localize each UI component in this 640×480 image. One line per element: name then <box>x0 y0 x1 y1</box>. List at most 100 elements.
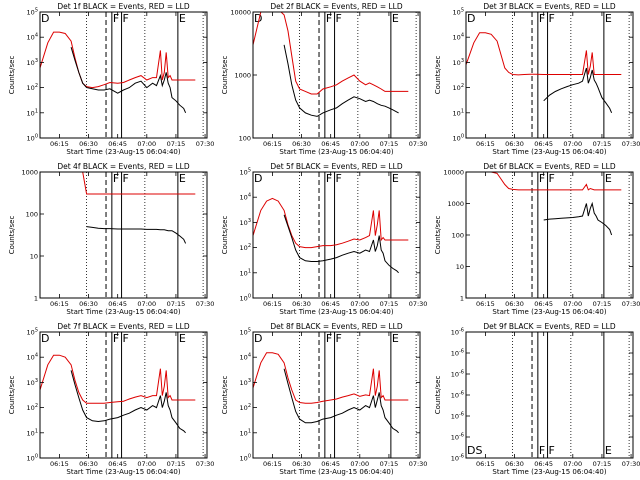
y-tick-label: 102 <box>453 83 464 92</box>
y-tick-label: 101 <box>453 108 464 117</box>
x-tick-label: 06:45 <box>108 140 127 148</box>
series-events <box>86 226 187 244</box>
flag-label: D <box>41 12 49 25</box>
x-tick-label: 06:15 <box>263 140 282 148</box>
series-events <box>70 370 186 434</box>
x-axis-label: Start Time (23-Aug-15 06:04:40) <box>66 308 180 316</box>
panel-det-1: Det 1f BLACK = Events, RED = LLD D F F E 100 1… <box>8 2 214 156</box>
y-tick-label: 103 <box>240 218 251 227</box>
panel-title: Det 7f BLACK = Events, RED = LLD <box>57 322 190 331</box>
flag-label: F <box>113 172 119 185</box>
plot-frame <box>252 171 421 299</box>
x-tick-label: 06:30 <box>79 300 98 308</box>
y-tick-label: 103 <box>27 58 38 67</box>
x-tick-label: 06:45 <box>321 300 340 308</box>
y-axis-label: Counts/sec <box>8 376 16 415</box>
y-tick-label: 101 <box>27 428 38 437</box>
x-tick-label: 06:30 <box>79 460 98 468</box>
flag-label: E <box>605 12 612 25</box>
flag-label: D <box>467 12 475 25</box>
x-tick-label: 06:45 <box>108 300 127 308</box>
x-tick-label: 06:30 <box>79 140 98 148</box>
panel-det-8: Det 8f BLACK = Events, RED = LLD D F F E 100 1… <box>221 322 427 476</box>
series-lld <box>466 32 622 76</box>
y-tick-label: 104 <box>240 353 251 362</box>
x-axis-label: Start Time (23-Aug-15 06:04:40) <box>66 468 180 476</box>
flag-label: F <box>113 12 119 25</box>
plot-frame <box>465 11 634 139</box>
x-tick-label: 06:15 <box>476 300 495 308</box>
x-tick-label: 07:15 <box>167 300 186 308</box>
y-tick-label: 104 <box>453 33 464 42</box>
x-tick-label: 07:00 <box>350 460 369 468</box>
y-tick-label: 100 <box>453 134 464 143</box>
series-events <box>543 201 613 236</box>
flag-label: F <box>326 332 332 345</box>
x-tick-label: 07:15 <box>593 140 612 148</box>
flag-label: F <box>326 172 332 185</box>
flag-label: F <box>539 12 545 25</box>
y-tick-label: 1000 <box>447 200 464 208</box>
x-tick-label: 06:30 <box>292 460 311 468</box>
flag-label: F <box>123 172 129 185</box>
x-axis-label: Start Time (23-Aug-15 06:04:40) <box>492 148 606 156</box>
flag-label: D <box>41 332 49 345</box>
panel-title: Det 2f BLACK = Events, RED = LLD <box>270 2 403 11</box>
series-events <box>283 214 399 274</box>
x-tick-label: 06:45 <box>108 460 127 468</box>
panel-title: Det 9f BLACK = Events, RED = LLD <box>483 322 616 331</box>
x-tick-label: 07:15 <box>593 300 612 308</box>
y-tick-label: 100 <box>452 232 464 240</box>
y-tick-label: 10000 <box>230 9 251 17</box>
x-tick-label: 07:30 <box>196 460 215 468</box>
flag-label: E <box>392 172 399 185</box>
x-tick-label: 07:15 <box>380 300 399 308</box>
series-lld <box>253 197 409 249</box>
panel-title: Det 1f BLACK = Events, RED = LLD <box>57 2 190 11</box>
flag-label: F <box>326 12 332 25</box>
y-axis-label: Counts/sec <box>221 216 229 255</box>
x-tick-label: 06:15 <box>263 460 282 468</box>
y-tick-label: 10-6 <box>451 391 464 400</box>
flag-label: E <box>605 172 612 185</box>
x-tick-label: 06:30 <box>505 140 524 148</box>
y-tick-label: 102 <box>27 83 38 92</box>
y-axis-label: Counts/sec <box>221 56 229 95</box>
y-tick-label: 105 <box>27 8 38 17</box>
y-tick-label: 100 <box>239 135 251 143</box>
flag-label: E <box>179 332 186 345</box>
x-axis-label: Start Time (23-Aug-15 06:04:40) <box>492 308 606 316</box>
flag-label: F <box>549 444 555 457</box>
x-tick-label: 06:15 <box>263 300 282 308</box>
flag-label: F <box>113 332 119 345</box>
series-lld <box>40 172 196 195</box>
series-lld <box>40 354 196 404</box>
y-tick-label: 101 <box>240 428 251 437</box>
y-tick-label: 10-6 <box>451 454 464 463</box>
x-tick-label: 07:00 <box>350 140 369 148</box>
flag-label: D <box>254 12 262 25</box>
x-axis-label: Start Time (23-Aug-15 06:04:40) <box>279 468 393 476</box>
flag-label: E <box>392 12 399 25</box>
x-tick-label: 07:00 <box>563 140 582 148</box>
y-tick-label: 10 <box>30 253 38 261</box>
x-tick-label: 07:30 <box>409 300 428 308</box>
x-tick-label: 07:30 <box>409 460 428 468</box>
flag-label: F <box>123 12 129 25</box>
flag-label: E <box>179 12 186 25</box>
y-tick-label: 10000 <box>443 169 464 177</box>
x-tick-label: 06:30 <box>505 460 524 468</box>
flag-label: F <box>549 172 555 185</box>
series-events <box>283 368 399 434</box>
y-axis-label: Counts/sec <box>221 376 229 415</box>
x-tick-label: 07:30 <box>622 300 640 308</box>
panel-title: Det 6f BLACK = Events, RED = LLD <box>483 162 616 171</box>
panel-title: Det 4f BLACK = Events, RED = LLD <box>57 162 190 171</box>
x-tick-label: 07:15 <box>593 460 612 468</box>
x-tick-label: 06:15 <box>50 140 69 148</box>
panel-title: Det 3f BLACK = Events, RED = LLD <box>483 2 616 11</box>
flag-label: F <box>549 12 555 25</box>
y-axis-label: Counts/sec <box>8 216 16 255</box>
x-tick-label: 07:00 <box>137 140 156 148</box>
flag-label: DS <box>467 444 482 457</box>
